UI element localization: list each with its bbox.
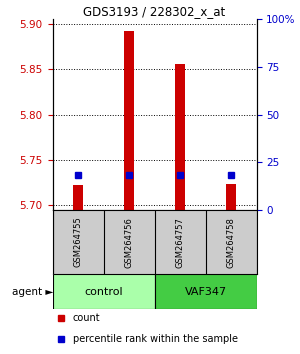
Bar <box>176 64 184 210</box>
Text: count: count <box>73 314 100 324</box>
Title: GDS3193 / 228302_x_at: GDS3193 / 228302_x_at <box>83 5 226 18</box>
Text: GSM264756: GSM264756 <box>124 217 134 268</box>
Bar <box>74 185 82 210</box>
Text: VAF347: VAF347 <box>184 287 226 297</box>
Text: control: control <box>84 287 123 297</box>
Text: percentile rank within the sample: percentile rank within the sample <box>73 334 238 344</box>
Text: agent ►: agent ► <box>12 287 53 297</box>
Text: GSM264758: GSM264758 <box>226 217 236 268</box>
Bar <box>124 31 134 210</box>
Text: GSM264757: GSM264757 <box>176 217 184 268</box>
Bar <box>226 184 236 210</box>
Bar <box>154 274 256 309</box>
Bar <box>52 274 154 309</box>
Text: GSM264755: GSM264755 <box>74 217 82 268</box>
